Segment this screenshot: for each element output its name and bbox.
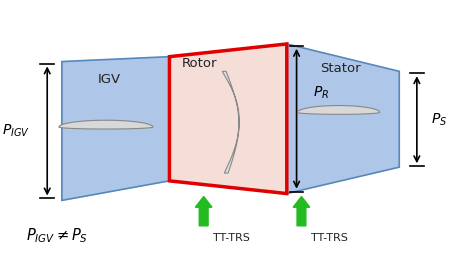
Polygon shape [298, 106, 380, 114]
Text: TT-TRS: TT-TRS [311, 232, 348, 243]
Polygon shape [222, 71, 239, 173]
Text: $P_{IGV} \neq P_S$: $P_{IGV} \neq P_S$ [26, 226, 88, 245]
Text: $P_S$: $P_S$ [431, 112, 447, 128]
Text: $P_{IGV}$: $P_{IGV}$ [2, 123, 30, 139]
Polygon shape [59, 120, 153, 129]
Text: Rotor: Rotor [182, 57, 217, 70]
Polygon shape [62, 57, 170, 200]
Text: TT-TRS: TT-TRS [213, 232, 250, 243]
FancyArrow shape [195, 197, 212, 226]
Text: Stator: Stator [320, 62, 361, 75]
Text: $P_R$: $P_R$ [313, 85, 329, 101]
Text: IGV: IGV [97, 73, 120, 86]
FancyArrow shape [293, 197, 310, 226]
Polygon shape [170, 44, 287, 193]
Polygon shape [287, 44, 399, 193]
